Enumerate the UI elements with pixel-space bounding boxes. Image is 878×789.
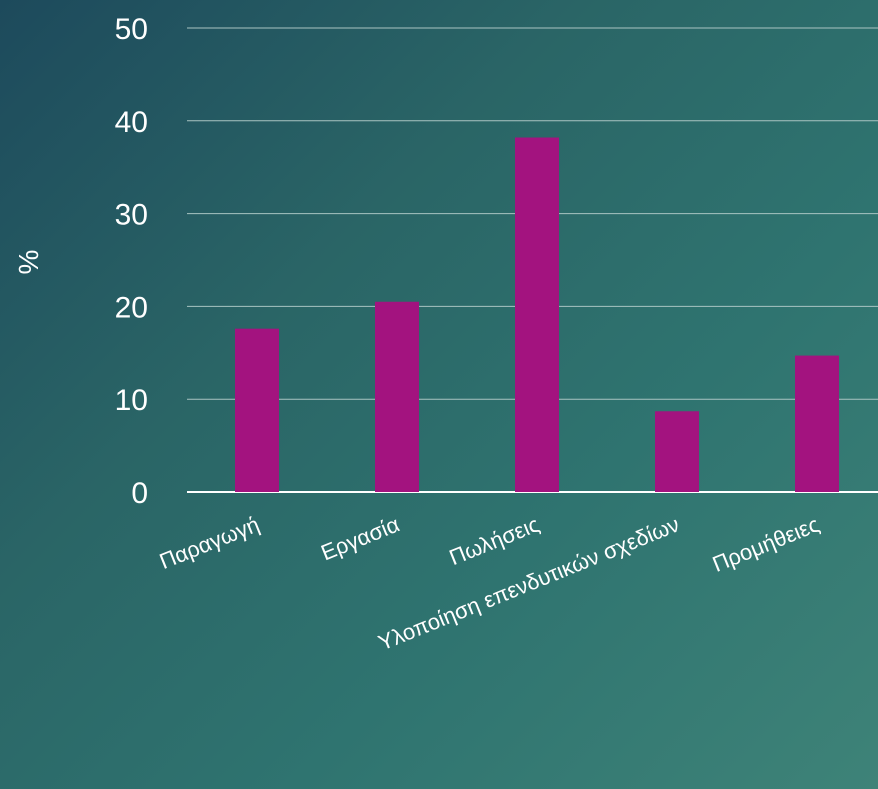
bar	[655, 411, 699, 492]
bars	[235, 137, 839, 492]
bar	[235, 328, 279, 492]
x-category-label: Προμήθειες	[709, 511, 823, 576]
bar	[795, 355, 839, 492]
y-tick-label: 10	[115, 384, 148, 417]
y-tick-label: 0	[131, 477, 148, 510]
x-category-label: Πωλήσεις	[446, 511, 543, 570]
y-tick-label: 40	[115, 106, 148, 139]
bar	[375, 301, 419, 492]
y-axis-title: %	[13, 250, 44, 275]
y-tick-label: 20	[115, 291, 148, 324]
x-category-label: Εργασία	[317, 511, 403, 565]
y-tick-label: 30	[115, 199, 148, 232]
x-category-label: Παραγωγή	[156, 511, 263, 574]
y-tick-labels: 0 10 20 30 40 50	[115, 13, 148, 510]
bar	[515, 137, 559, 492]
y-tick-label: 50	[115, 13, 148, 46]
